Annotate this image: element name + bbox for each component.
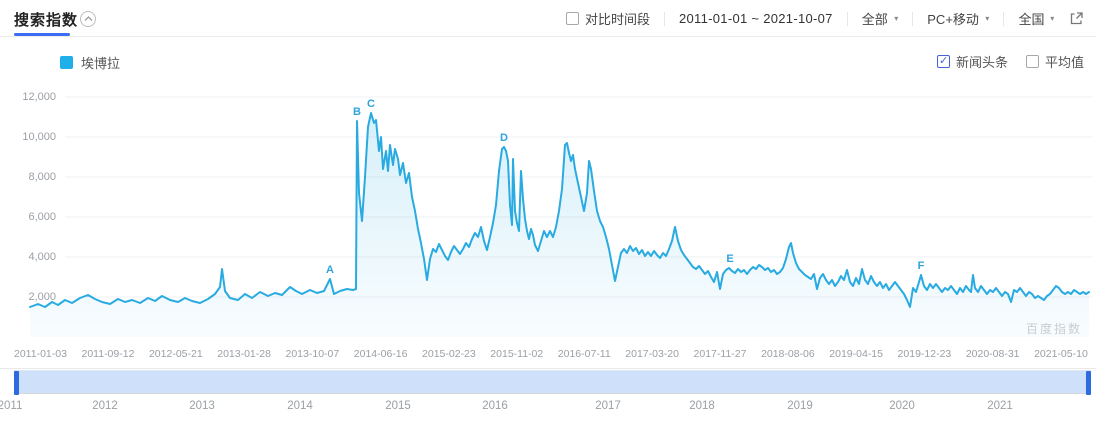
news-marker-D[interactable]: D <box>500 132 508 144</box>
news-marker-F[interactable]: F <box>917 260 925 272</box>
x-tick-label: 2014-06-16 <box>353 348 408 360</box>
y-tick-label: 10,000 <box>22 131 56 143</box>
year-label-2013: 2013 <box>189 400 215 412</box>
divider <box>912 11 914 26</box>
filter-dropdown-all[interactable]: 全部 ▾ <box>862 9 899 28</box>
y-tick-label: 2,000 <box>28 291 56 303</box>
filter-device-label: PC+移动 <box>927 12 979 27</box>
module-header: 搜索指数 对比时间段 2011-01-01 ~ 2021-10-07 全部 ▾ … <box>0 0 1096 37</box>
x-tick-label: 2018-08-06 <box>761 348 815 360</box>
x-tick-label: 2016-07-11 <box>557 348 611 360</box>
compare-period-checkbox[interactable]: 对比时间段 <box>565 9 650 28</box>
line-chart-canvas <box>29 96 1092 337</box>
year-label-2018: 2018 <box>689 400 715 412</box>
date-range-value: 2011-01-01 ~ 2021-10-07 <box>678 11 833 26</box>
x-tick-label: 2013-10-07 <box>285 348 340 360</box>
x-tick-label: 2012-05-21 <box>148 348 203 360</box>
checkbox-icon[interactable] <box>1025 55 1039 68</box>
checkbox-icon[interactable] <box>565 12 579 25</box>
year-label-2015: 2015 <box>385 400 411 412</box>
news-headlines-checkbox[interactable]: 新闻头条 <box>936 52 1008 71</box>
legend-keyword: 埃博拉 <box>81 56 121 71</box>
year-label-2020: 2020 <box>889 400 915 412</box>
y-tick-label: 6,000 <box>28 211 56 223</box>
x-tick-label: 2011-01-03 <box>14 348 67 360</box>
filter-dropdown-region[interactable]: 全国 ▾ <box>1018 9 1055 28</box>
x-tick-label: 2015-11-02 <box>490 348 544 360</box>
collapse-button[interactable] <box>80 11 96 27</box>
chevron-up-icon <box>84 16 92 21</box>
divider <box>1003 11 1005 26</box>
news-marker-C[interactable]: C <box>367 98 375 110</box>
checkbox-checked-icon[interactable] <box>936 54 950 68</box>
year-label-2011: 2011 <box>0 400 23 412</box>
chevron-down-icon: ▾ <box>893 13 899 23</box>
y-tick-label: 4,000 <box>28 251 56 263</box>
news-marker-E[interactable]: E <box>726 253 734 265</box>
x-tick-label: 2013-01-28 <box>217 348 271 360</box>
divider <box>846 11 848 26</box>
x-tick-label: 2020-08-31 <box>965 348 1020 360</box>
timeline-brush[interactable] <box>14 370 1091 395</box>
average-value-label: 平均值 <box>1044 55 1084 70</box>
filter-region-label: 全国 <box>1018 12 1045 27</box>
year-label-2021: 2021 <box>987 400 1013 412</box>
y-tick-label: 8,000 <box>28 171 56 183</box>
news-marker-B[interactable]: B <box>353 106 361 118</box>
divider <box>0 368 1096 369</box>
active-tab-underline <box>14 33 70 36</box>
watermark: 百度指数 <box>1025 322 1082 336</box>
divider <box>663 11 665 26</box>
x-tick-label: 2019-04-15 <box>829 348 883 360</box>
export-button[interactable] <box>1069 11 1084 26</box>
average-value-checkbox[interactable]: 平均值 <box>1025 52 1084 71</box>
news-marker-A[interactable]: A <box>326 264 334 276</box>
brush-handle-left[interactable] <box>14 371 19 395</box>
date-range-picker[interactable]: 2011-01-01 ~ 2021-10-07 <box>679 11 833 26</box>
overlay-options: 新闻头条 平均值 <box>936 52 1084 71</box>
year-label-2019: 2019 <box>787 400 813 412</box>
compare-period-label: 对比时间段 <box>584 12 650 27</box>
export-icon <box>1070 12 1083 25</box>
area-fill <box>30 113 1089 337</box>
legend-swatch <box>60 56 73 69</box>
year-label-2016: 2016 <box>482 400 508 412</box>
x-tick-label: 2021-05-10 <box>1034 348 1088 360</box>
chart-legend[interactable]: 埃博拉 <box>60 53 120 72</box>
brush-handle-right[interactable] <box>1086 371 1091 395</box>
x-axis-labels: 2011-01-03 2011-09-12 2012-05-21 2013-01-28… <box>14 348 1088 360</box>
x-tick-label: 2015-02-23 <box>422 348 476 360</box>
x-tick-label: 2019-12-23 <box>897 348 952 360</box>
year-label-2012: 2012 <box>92 400 118 412</box>
chevron-down-icon: ▾ <box>1050 13 1055 23</box>
x-tick-label: 2017-11-27 <box>693 348 747 360</box>
x-tick-label: 2011-09-12 <box>81 348 135 360</box>
page-title: 搜索指数 <box>14 12 79 29</box>
y-tick-label: 12,000 <box>22 91 56 103</box>
filter-dropdown-device[interactable]: PC+移动 ▾ <box>927 9 989 28</box>
news-headlines-label: 新闻头条 <box>955 55 1008 70</box>
year-label-2017: 2017 <box>595 400 621 412</box>
index-line <box>29 112 1090 308</box>
filter-all-label: 全部 <box>861 12 888 27</box>
timeline-year-labels: 2011 2012 2013 2014 2015 2016 2017 2018 2019 2020… <box>0 400 1096 418</box>
year-label-2014: 2014 <box>287 400 313 412</box>
chevron-down-icon: ▾ <box>985 13 990 23</box>
x-tick-label: 2017-03-20 <box>625 348 679 360</box>
